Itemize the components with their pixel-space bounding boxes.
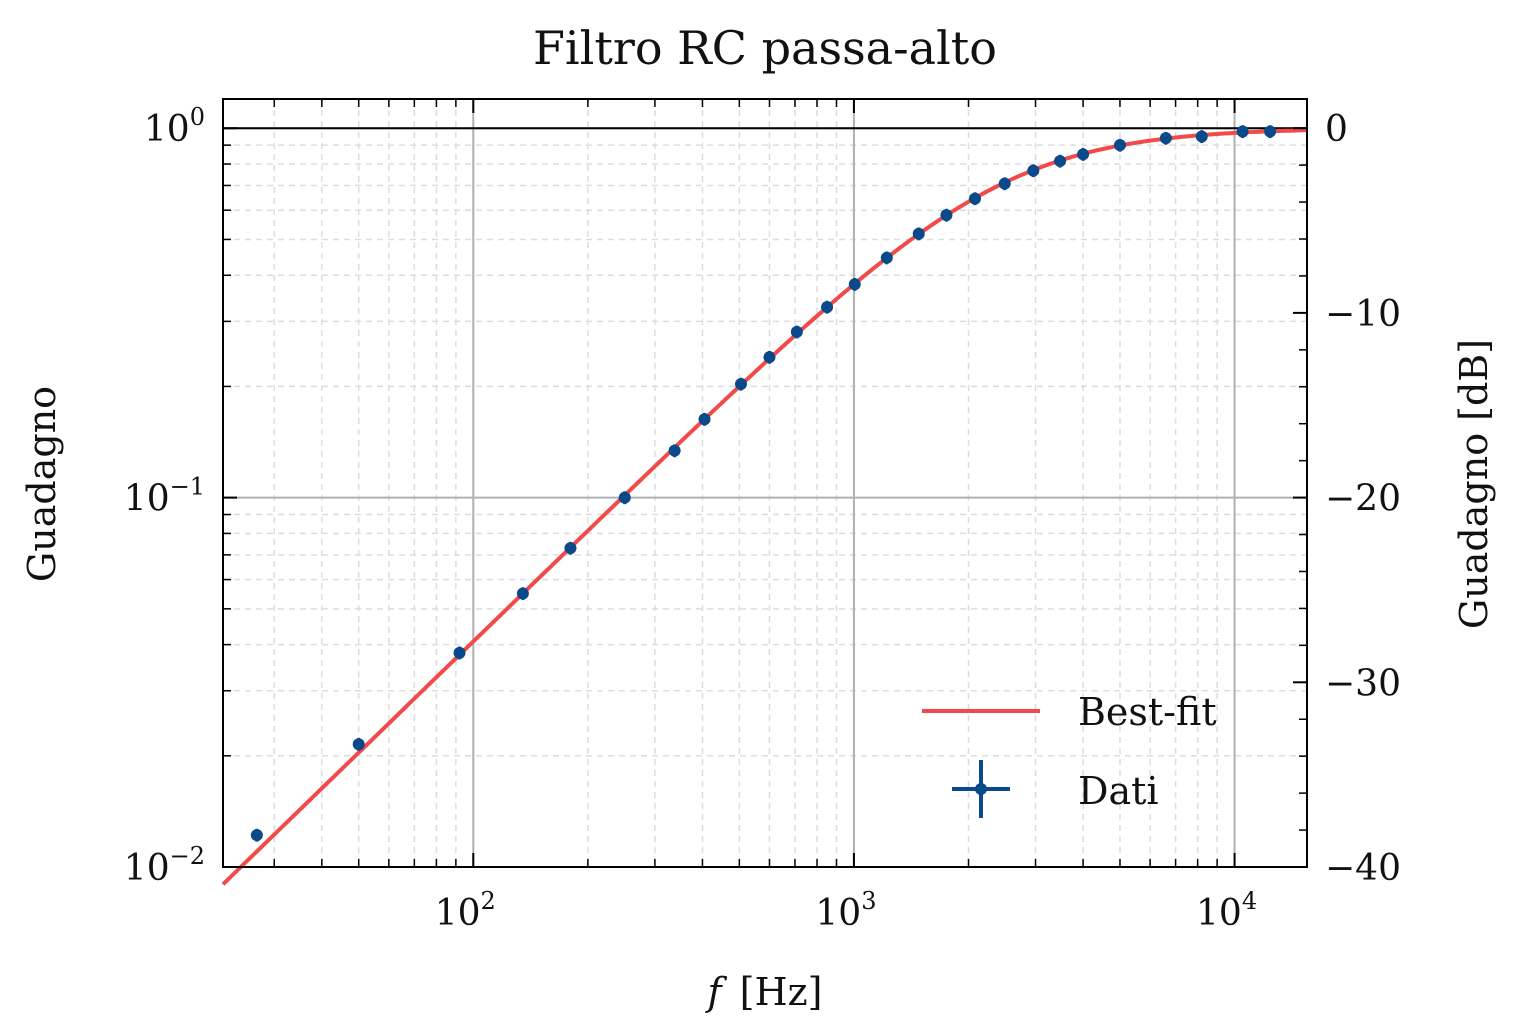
data-point bbox=[352, 738, 365, 751]
data-point bbox=[912, 227, 925, 240]
labels-layer: 102 103 104 10−2 10−1 100 0 −10 −20 −30 −40 bbox=[124, 103, 1401, 934]
y-tick-label: 10−1 bbox=[124, 473, 205, 520]
data-point bbox=[668, 444, 681, 457]
data-point bbox=[453, 646, 466, 659]
grid-minor bbox=[223, 99, 1307, 867]
y-right-tick-label: −40 bbox=[1325, 848, 1401, 889]
fit-layer bbox=[221, 128, 1308, 886]
y-right-tick-label: −10 bbox=[1325, 294, 1401, 335]
data-point bbox=[1264, 125, 1277, 138]
chart-title: Filtro RC passa-alto bbox=[533, 21, 997, 75]
data-point bbox=[1159, 132, 1172, 145]
y-tick-label: 10−2 bbox=[124, 842, 205, 889]
data-point bbox=[998, 177, 1011, 190]
data-point bbox=[250, 829, 263, 842]
legend-fit-label: Best-fit bbox=[1078, 690, 1217, 734]
data-point bbox=[1113, 139, 1126, 152]
x-tick-label: 104 bbox=[1196, 887, 1257, 934]
legend: Best-fit Dati bbox=[922, 690, 1217, 818]
x-axis-unit: [Hz] bbox=[740, 970, 823, 1014]
data-point bbox=[968, 192, 981, 205]
y-tick-label: 100 bbox=[144, 103, 205, 150]
points-layer bbox=[250, 125, 1277, 842]
legend-data-marker bbox=[975, 783, 987, 795]
data-point bbox=[1195, 130, 1208, 143]
data-point bbox=[1236, 125, 1249, 138]
data-point bbox=[1077, 148, 1090, 161]
y-right-tick-label: 0 bbox=[1325, 109, 1348, 150]
x-tick-label: 103 bbox=[815, 887, 876, 934]
y-right-tick-label: −30 bbox=[1325, 663, 1401, 704]
grid-major bbox=[223, 99, 1307, 868]
x-tick-label: 102 bbox=[435, 887, 496, 934]
data-point bbox=[880, 251, 893, 264]
y-right-tick-label: −20 bbox=[1325, 479, 1401, 520]
data-point bbox=[763, 351, 776, 364]
fit-curve bbox=[221, 128, 1308, 886]
data-point bbox=[790, 325, 803, 338]
data-point bbox=[821, 301, 834, 314]
data-point bbox=[516, 587, 529, 600]
data-point bbox=[1027, 164, 1040, 177]
data-point bbox=[618, 491, 631, 504]
data-point bbox=[1054, 155, 1067, 168]
data-point bbox=[698, 413, 711, 426]
data-point bbox=[564, 542, 577, 555]
data-point bbox=[734, 378, 747, 391]
x-axis-variable: f bbox=[705, 970, 728, 1014]
plot-frame bbox=[222, 98, 1308, 868]
data-point bbox=[848, 278, 861, 291]
ticks-layer bbox=[223, 99, 1307, 868]
data-point bbox=[940, 209, 953, 222]
y-axis-title: Guadagno bbox=[20, 386, 64, 582]
y-axis-right-title: Guadagno [dB] bbox=[1452, 339, 1496, 629]
legend-data-label: Dati bbox=[1078, 769, 1159, 813]
x-axis-title: f [Hz] bbox=[705, 970, 823, 1014]
